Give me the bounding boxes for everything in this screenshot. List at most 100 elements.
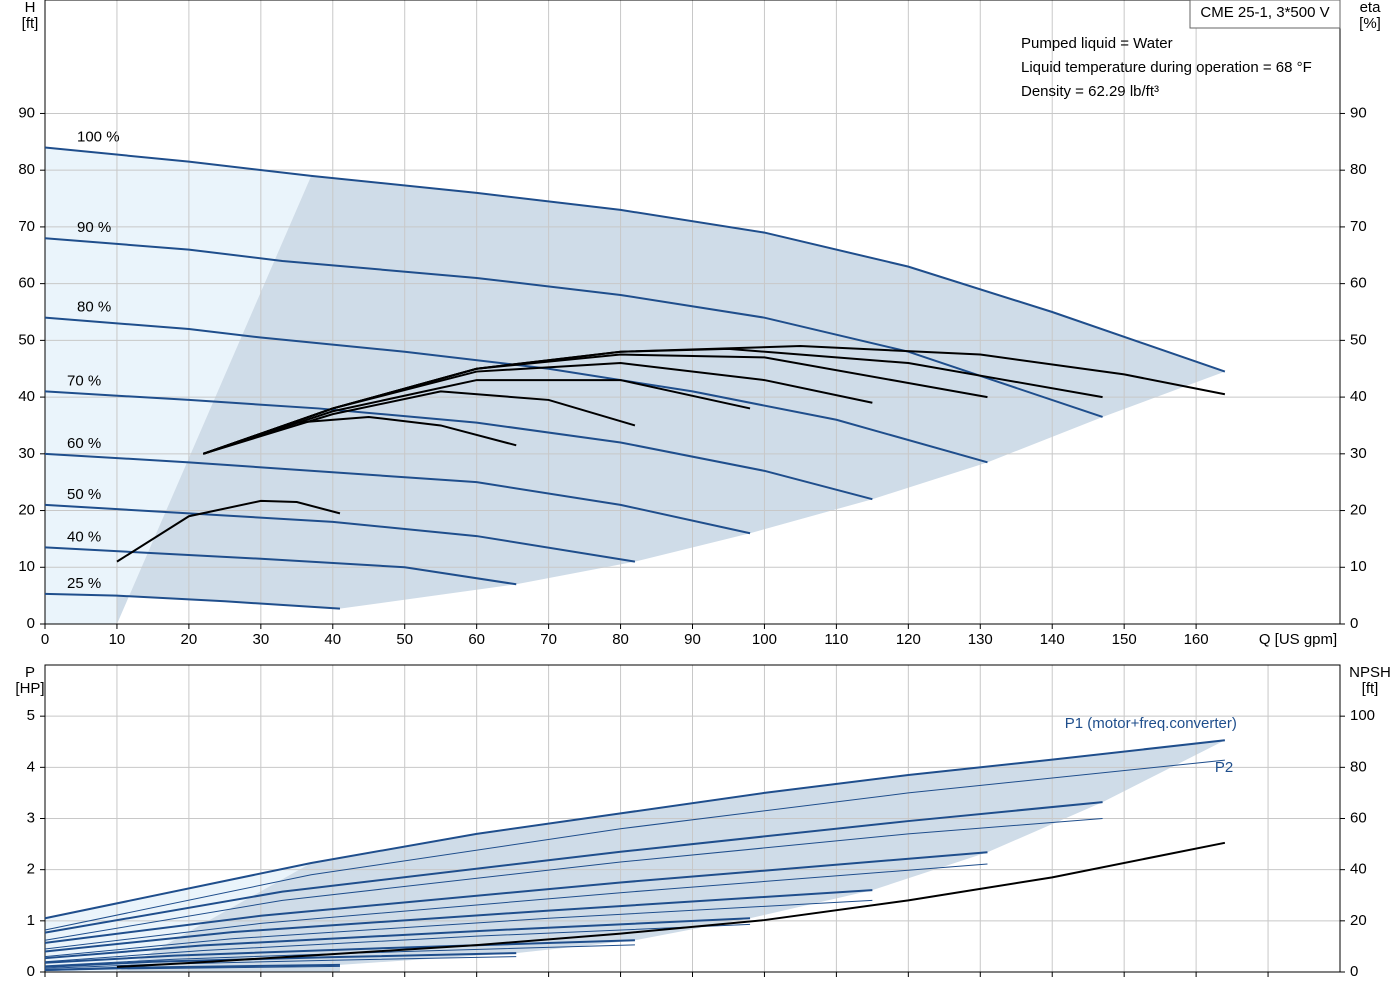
curve (202, 362, 873, 455)
curve (44, 944, 635, 967)
y-tick-label: 1 (27, 912, 35, 929)
curve (44, 851, 988, 944)
y-tick-label: 0 (27, 963, 35, 980)
x-tick-label: 120 (896, 631, 921, 648)
x-tick-label: 160 (1184, 631, 1209, 648)
x-tick-label: 10 (109, 631, 126, 648)
chart-title: CME 25-1, 3*500 V (1200, 4, 1329, 21)
curve-label: P2 (1215, 759, 1233, 776)
y2-tick-label: 60 (1350, 809, 1367, 826)
curve (44, 503, 636, 563)
curve (44, 899, 873, 958)
y2-tick-label: 80 (1350, 161, 1367, 178)
x-tick-label: 60 (468, 631, 485, 648)
light-area (45, 147, 312, 624)
curve (116, 841, 1226, 968)
y-tick-label: 5 (27, 707, 35, 724)
y-axis-label: H (25, 0, 36, 16)
curve (44, 963, 340, 971)
plot-frame (44, 0, 1341, 625)
curve (44, 546, 517, 586)
curve (44, 759, 1225, 931)
curve (202, 415, 517, 455)
y2-tick-label: 40 (1350, 861, 1367, 878)
y-tick-label: 90 (18, 104, 35, 121)
x-tick-label: 130 (968, 631, 993, 648)
y-tick-label: 3 (27, 809, 35, 826)
curve (202, 390, 636, 455)
x-tick-label: 140 (1040, 631, 1065, 648)
curve-label: 100 % (77, 128, 120, 145)
plot-frame (44, 664, 1341, 973)
operating-area (116, 740, 1225, 972)
x-tick-label: 40 (324, 631, 341, 648)
curve (44, 237, 1103, 418)
annotation: Density = 62.29 lb/ft³ (1021, 83, 1159, 100)
y-tick-label: 20 (18, 502, 35, 519)
x-tick-label: 20 (181, 631, 198, 648)
x-tick-label: 110 (824, 631, 848, 648)
curve (44, 889, 873, 953)
y-axis-label: P (25, 664, 35, 681)
x-tick-label: 0 (41, 631, 49, 648)
y2-tick-label: 80 (1350, 758, 1367, 775)
curve (116, 499, 341, 563)
x-tick-label: 30 (252, 631, 269, 648)
curve (44, 801, 1103, 934)
y-tick-label: 30 (18, 445, 35, 462)
y2-axis-label: [%] (1359, 15, 1381, 32)
curve (44, 939, 635, 964)
y-tick-label: 70 (18, 218, 35, 235)
curve (44, 739, 1226, 920)
operating-area (116, 175, 1225, 624)
curve-label: 70 % (67, 372, 101, 389)
curve (44, 917, 751, 960)
y2-tick-label: 100 (1350, 707, 1375, 724)
y-tick-label: 60 (18, 275, 35, 292)
curve (44, 923, 751, 963)
y2-tick-label: 20 (1350, 912, 1367, 929)
curve-label: 60 % (67, 435, 101, 452)
curve-label: P1 (motor+freq.converter) (1065, 715, 1237, 732)
x-tick-label: 70 (540, 631, 557, 648)
y2-tick-label: 60 (1350, 275, 1367, 292)
curve-label: 25 % (67, 575, 101, 592)
curve-label: 90 % (77, 219, 111, 236)
x-axis-label: Q [US gpm] (1259, 631, 1337, 648)
y-tick-label: 10 (18, 558, 35, 575)
y-axis-label: [HP] (15, 680, 44, 697)
curve-label: 50 % (67, 486, 101, 503)
curve (44, 390, 873, 501)
x-tick-label: 90 (684, 631, 701, 648)
y-tick-label: 2 (27, 861, 35, 878)
curve-label: 80 % (77, 299, 111, 316)
annotation: Pumped liquid = Water (1021, 35, 1173, 52)
y2-tick-label: 0 (1350, 963, 1358, 980)
curve-label: 40 % (67, 528, 101, 545)
y-tick-label: 80 (18, 161, 35, 178)
y-tick-label: 4 (27, 758, 35, 775)
y-tick-label: 50 (18, 331, 35, 348)
y2-tick-label: 30 (1350, 445, 1367, 462)
title-box (1189, 0, 1341, 29)
y2-axis-label: [ft] (1362, 680, 1379, 697)
curve (44, 146, 1226, 373)
x-tick-label: 50 (396, 631, 413, 648)
y2-axis-label: eta (1360, 0, 1382, 16)
annotation: Liquid temperature during operation = 68… (1021, 59, 1312, 76)
curve (44, 956, 517, 969)
curve (44, 452, 751, 535)
y2-tick-label: 10 (1350, 558, 1367, 575)
y2-tick-label: 90 (1350, 104, 1367, 121)
y2-axis-label: NPSH (1349, 664, 1391, 681)
x-tick-label: 80 (612, 631, 629, 648)
y2-tick-label: 50 (1350, 331, 1367, 348)
curve (44, 818, 1103, 941)
y-tick-label: 0 (27, 615, 35, 632)
y2-tick-label: 40 (1350, 388, 1367, 405)
curve (44, 965, 340, 971)
y2-tick-label: 20 (1350, 502, 1367, 519)
y2-tick-label: 70 (1350, 218, 1367, 235)
curve (44, 592, 341, 610)
